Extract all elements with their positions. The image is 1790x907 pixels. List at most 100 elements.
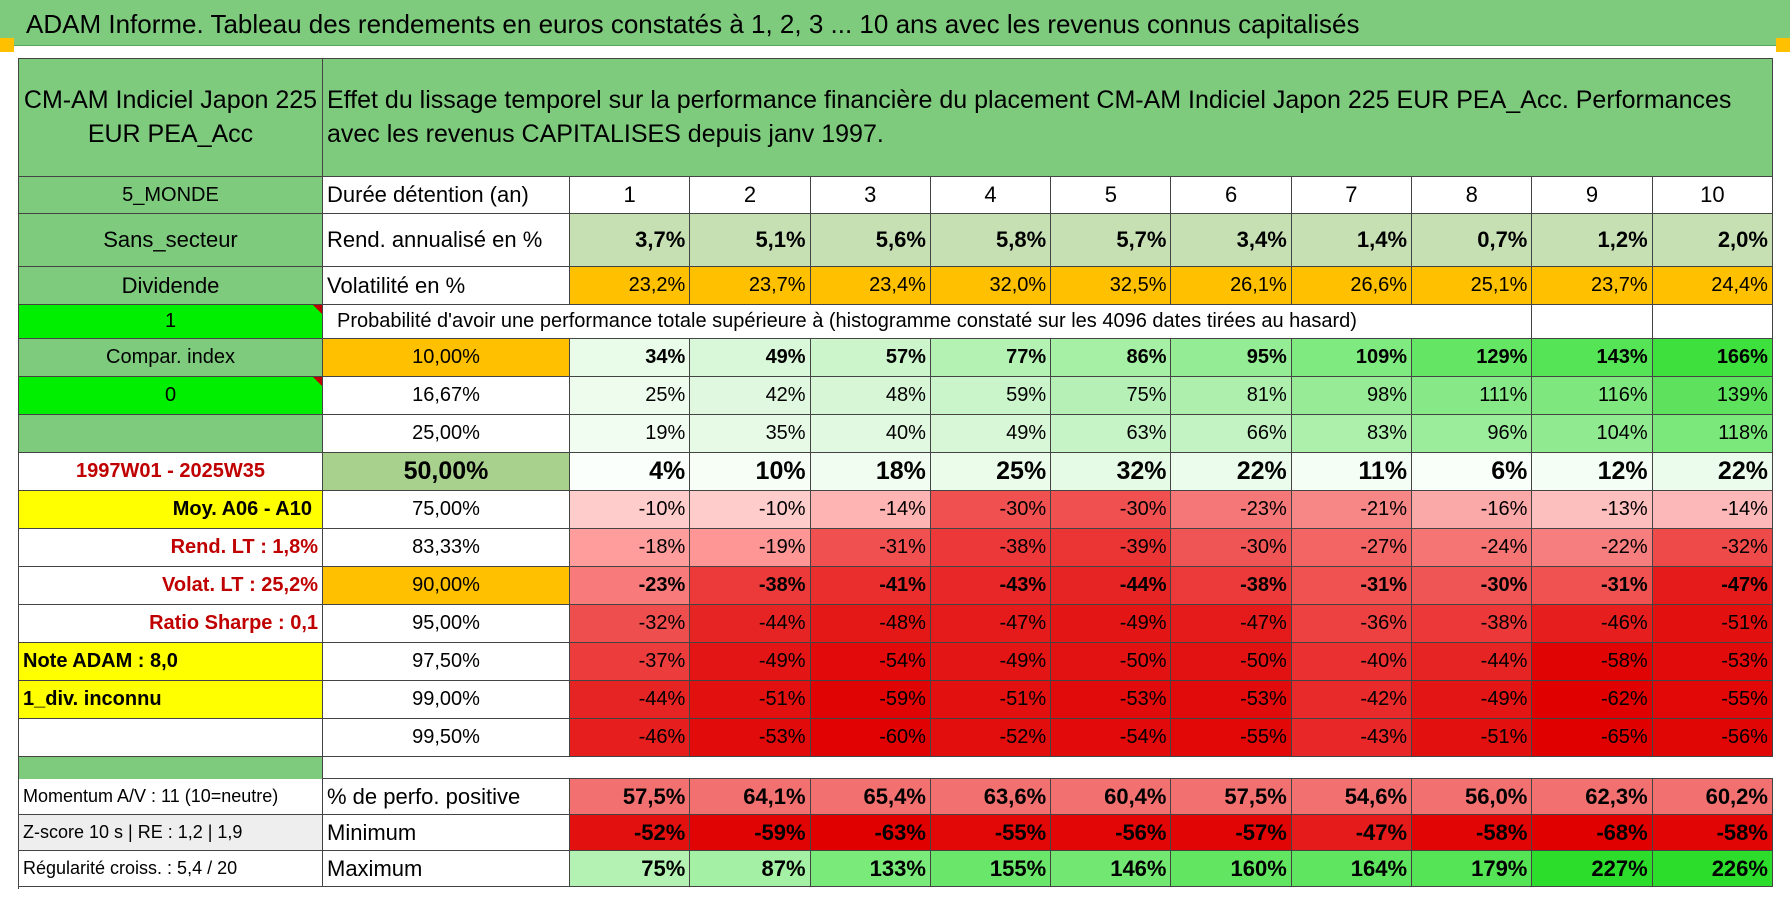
- stat-cell: 54,6%: [1291, 779, 1413, 815]
- year-header: 3: [810, 177, 931, 214]
- report-title: ADAM Informe. Tableau des rendements en …: [26, 9, 1360, 39]
- vol-cell: 23,7%: [690, 267, 811, 305]
- stat-cell: 57,5%: [1171, 779, 1292, 815]
- proba-cell: -10%: [690, 491, 811, 529]
- proba-cell: -30%: [1171, 529, 1292, 567]
- stat-cell: -57%: [1171, 815, 1292, 851]
- proba-cell: 98%: [1291, 377, 1413, 415]
- vol-cell: 25,1%: [1412, 267, 1533, 305]
- threshold-label: 16,67%: [323, 377, 570, 415]
- stat-cell: 155%: [930, 851, 1052, 887]
- proba-cell: -59%: [810, 681, 931, 719]
- proba-cell: -27%: [1291, 529, 1413, 567]
- proba-cell: -58%: [1532, 643, 1653, 681]
- proba-cell: -31%: [1291, 567, 1413, 605]
- proba-cell: -49%: [690, 643, 811, 681]
- proba-cell: -47%: [930, 605, 1052, 643]
- proba-cell: -52%: [930, 719, 1052, 757]
- blank-green: [19, 415, 323, 453]
- proba-cell: -51%: [930, 681, 1052, 719]
- stat-cell: 164%: [1291, 851, 1413, 887]
- threshold-label: 10,00%: [323, 339, 570, 377]
- proba-cell: 59%: [930, 377, 1052, 415]
- year-header: 2: [690, 177, 811, 214]
- stat-cell: 146%: [1051, 851, 1172, 887]
- proba-cell: -32%: [1652, 529, 1773, 567]
- vol-label: Volatilité en %: [323, 267, 570, 305]
- year-header: 4: [930, 177, 1052, 214]
- volat-lt-label: Volat. LT : 25,2%: [19, 567, 323, 605]
- proba-cell: -55%: [1171, 719, 1292, 757]
- moy-label: Moy. A06 - A10: [19, 491, 323, 529]
- stat-cell: -56%: [1051, 815, 1172, 851]
- proba-cell: -18%: [570, 529, 691, 567]
- flag-zero: 0: [19, 377, 323, 415]
- stat-cell: -55%: [930, 815, 1052, 851]
- proba-cell: -53%: [1171, 681, 1292, 719]
- gap-green: [19, 757, 323, 779]
- zscore-label: Z-score 10 s | RE : 1,2 | 1,9: [19, 815, 323, 851]
- proba-cell: -36%: [1291, 605, 1413, 643]
- stat-cell: -52%: [570, 815, 691, 851]
- year-header: 8: [1412, 177, 1533, 214]
- stat-cell: -58%: [1412, 815, 1533, 851]
- proba-cell: -43%: [1291, 719, 1413, 757]
- proba-cell: -21%: [1291, 491, 1413, 529]
- threshold-label: 25,00%: [323, 415, 570, 453]
- proba-cell: -14%: [1652, 491, 1773, 529]
- title-bar: ADAM Informe. Tableau des rendements en …: [0, 0, 1790, 46]
- vol-cell: 23,4%: [810, 267, 931, 305]
- proba-cell: -10%: [570, 491, 691, 529]
- proba-cell: -47%: [1652, 567, 1773, 605]
- vol-cell: 26,6%: [1291, 267, 1413, 305]
- proba-cell: 111%: [1412, 377, 1533, 415]
- proba-title: Probabilité d'avoir une performance tota…: [323, 305, 1533, 339]
- proba-cell: 6%: [1412, 453, 1533, 491]
- proba-cell: -44%: [570, 681, 691, 719]
- proba-cell: -44%: [1412, 643, 1533, 681]
- proba-cell: 166%: [1652, 339, 1773, 377]
- proba-cell: 49%: [930, 415, 1052, 453]
- proba-cell: -13%: [1532, 491, 1653, 529]
- stat-cell: 63,6%: [930, 779, 1052, 815]
- proba-cell: -30%: [1412, 567, 1533, 605]
- proba-cell: 49%: [690, 339, 811, 377]
- proba-cell: 81%: [1171, 377, 1292, 415]
- proba-cell: -44%: [1051, 567, 1172, 605]
- year-header: 9: [1532, 177, 1653, 214]
- stat-cell: 226%: [1652, 851, 1773, 887]
- stat-cell: 65,4%: [810, 779, 931, 815]
- proba-cell: -38%: [930, 529, 1052, 567]
- proba-cell: 34%: [570, 339, 691, 377]
- threshold-label: 97,50%: [323, 643, 570, 681]
- proba-cell: -53%: [1051, 681, 1172, 719]
- proba-cell: 143%: [1532, 339, 1653, 377]
- stat-cell: 133%: [810, 851, 931, 887]
- blank-cell: [19, 719, 323, 757]
- proba-cell: 129%: [1412, 339, 1533, 377]
- stat-cell: -47%: [1291, 815, 1413, 851]
- rend-cell: 5,8%: [930, 214, 1052, 267]
- proba-cell: -48%: [810, 605, 931, 643]
- proba-cell: -22%: [1532, 529, 1653, 567]
- proba-cell: -46%: [570, 719, 691, 757]
- proba-cell: 109%: [1291, 339, 1413, 377]
- proba-cell: -38%: [1171, 567, 1292, 605]
- rend-cell: 1,4%: [1291, 214, 1413, 267]
- rend-cell: 5,7%: [1051, 214, 1172, 267]
- year-header: 5: [1051, 177, 1172, 214]
- proba-cell: 42%: [690, 377, 811, 415]
- stat-cell: -68%: [1532, 815, 1653, 851]
- proba-cell: 32%: [1051, 453, 1172, 491]
- period-label: 1997W01 - 2025W35: [19, 453, 323, 491]
- proba-cell: 4%: [570, 453, 691, 491]
- stat-cell: -58%: [1652, 815, 1773, 851]
- stat-label: Minimum: [323, 815, 570, 851]
- stat-cell: 87%: [690, 851, 811, 887]
- proba-cell: 118%: [1652, 415, 1773, 453]
- sharpe-label: Ratio Sharpe : 0,1: [19, 605, 323, 643]
- proba-cell: -23%: [570, 567, 691, 605]
- proba-cell: 25%: [570, 377, 691, 415]
- stat-cell: -59%: [690, 815, 811, 851]
- proba-cell: -50%: [1051, 643, 1172, 681]
